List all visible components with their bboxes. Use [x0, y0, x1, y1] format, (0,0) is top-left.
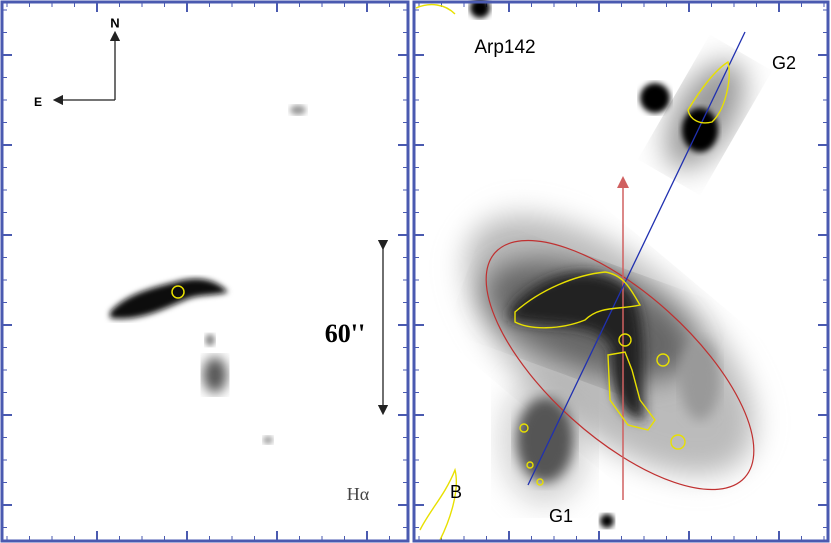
contours	[415, 3, 730, 541]
halpha-image	[110, 105, 306, 444]
scale-label: 60''	[325, 319, 365, 348]
galaxy-label: G2	[772, 53, 796, 73]
north-label: N	[110, 15, 119, 30]
east-label: E	[34, 95, 42, 109]
connecting-line	[527, 31, 746, 486]
galaxy-label: G1	[549, 506, 573, 526]
right-frame	[412, 0, 830, 543]
left-frame	[0, 0, 410, 543]
right-title: Arp142	[474, 37, 535, 58]
filter-label: Hα	[347, 484, 370, 504]
fit-ellipse	[485, 239, 755, 491]
galaxy-label: B	[450, 482, 462, 502]
